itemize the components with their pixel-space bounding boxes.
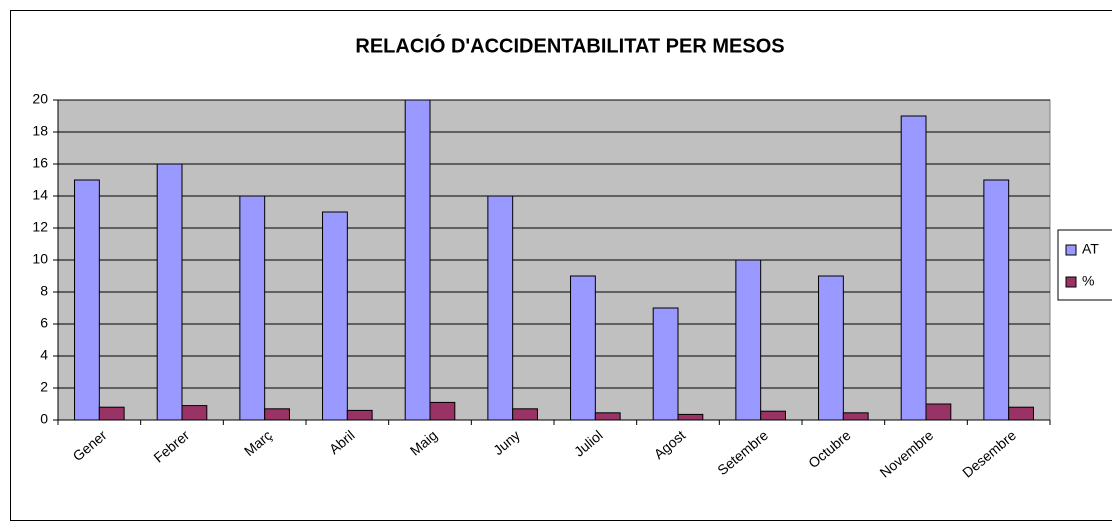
y-tick-label: 2 xyxy=(40,379,48,395)
bar xyxy=(156,163,183,421)
y-tick-label: 18 xyxy=(32,123,48,139)
legend-label: % xyxy=(1082,273,1094,289)
legend-swatch xyxy=(1065,244,1077,256)
bar xyxy=(239,195,266,421)
legend-swatch xyxy=(1065,276,1077,288)
y-tick-label: 8 xyxy=(40,283,48,299)
bar xyxy=(487,195,514,421)
bar xyxy=(322,211,348,421)
legend xyxy=(1057,229,1112,301)
bar xyxy=(181,405,208,421)
y-tick-label: 20 xyxy=(32,91,48,107)
bar xyxy=(1008,406,1034,421)
bar xyxy=(264,408,290,421)
bar xyxy=(983,179,1010,421)
bar xyxy=(900,115,927,421)
bar xyxy=(512,408,538,421)
bar xyxy=(925,403,952,421)
y-tick-label: 4 xyxy=(40,347,48,363)
bar xyxy=(74,179,100,421)
bar xyxy=(735,259,762,421)
bar xyxy=(818,275,844,421)
y-tick-label: 0 xyxy=(40,411,48,427)
chart-title: RELACIÓ D'ACCIDENTABILITAT PER MESOS xyxy=(355,33,784,57)
legend-label: AT xyxy=(1082,241,1099,257)
bar xyxy=(760,410,786,421)
y-tick-label: 16 xyxy=(32,155,48,171)
bar xyxy=(429,401,456,421)
y-tick-label: 6 xyxy=(40,315,48,331)
y-tick-label: 14 xyxy=(32,187,48,203)
y-tick-label: 10 xyxy=(32,251,48,267)
bar xyxy=(570,275,596,421)
bar xyxy=(98,406,125,421)
bar xyxy=(594,412,621,421)
y-tick-label: 12 xyxy=(32,219,48,235)
bar xyxy=(652,307,679,421)
bar xyxy=(346,409,373,421)
bar xyxy=(842,412,869,421)
bar xyxy=(404,99,431,421)
bar xyxy=(677,413,704,421)
